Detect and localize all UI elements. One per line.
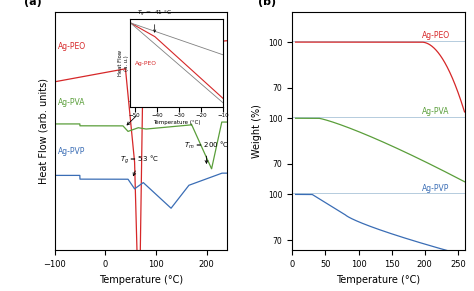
X-axis label: Temperature (°C): Temperature (°C): [99, 274, 182, 285]
Y-axis label: Weight (%): Weight (%): [253, 104, 263, 158]
Y-axis label: Heat Flow (arb. units): Heat Flow (arb. units): [39, 78, 49, 184]
Text: Ag-PVA: Ag-PVA: [421, 107, 449, 116]
Text: $T_m$ = 200 °C: $T_m$ = 200 °C: [184, 139, 229, 163]
X-axis label: Temperature (°C): Temperature (°C): [337, 274, 420, 285]
Text: $T_g$ = 53 °C: $T_g$ = 53 °C: [120, 153, 159, 176]
Text: Ag-PVA: Ag-PVA: [58, 98, 85, 107]
Text: Ag-PVP: Ag-PVP: [58, 147, 85, 156]
Text: $T_m$ = 67 °C: $T_m$ = 67 °C: [0, 290, 1, 291]
Text: $T_g$ = 38 °C: $T_g$ = 38 °C: [127, 99, 167, 125]
Text: (b): (b): [258, 0, 276, 7]
Text: (a): (a): [24, 0, 41, 7]
Text: Ag-PVP: Ag-PVP: [421, 184, 449, 193]
Text: Ag-PEO: Ag-PEO: [421, 31, 449, 40]
Text: Ag-PEO: Ag-PEO: [58, 42, 86, 51]
